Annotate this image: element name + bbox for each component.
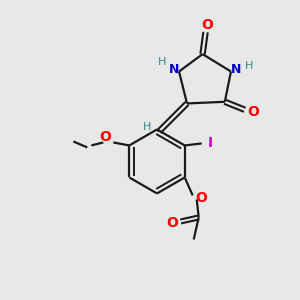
Text: O: O: [99, 130, 111, 144]
Text: O: O: [195, 191, 207, 206]
Text: O: O: [247, 105, 259, 119]
Text: H: H: [143, 122, 151, 132]
Text: N: N: [169, 63, 179, 76]
Text: O: O: [202, 18, 214, 32]
Text: O: O: [166, 216, 178, 230]
Text: H: H: [158, 56, 166, 67]
Text: H: H: [245, 61, 253, 70]
Text: N: N: [231, 63, 241, 76]
Text: I: I: [208, 136, 213, 150]
